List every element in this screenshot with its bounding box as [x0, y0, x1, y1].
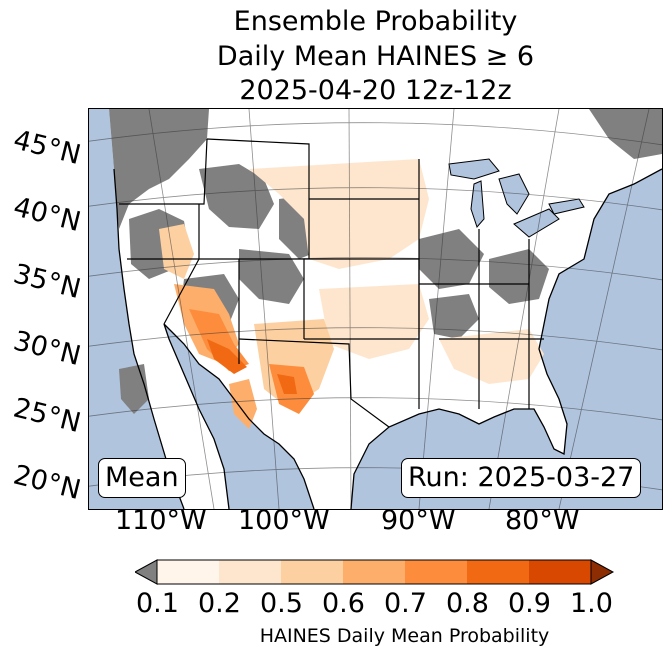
probability-regions	[159, 159, 544, 429]
colorbar-tick-0.9: 0.9	[508, 588, 551, 619]
colorbar-tick-0.7: 0.7	[384, 588, 427, 619]
great-lakes	[448, 158, 585, 238]
lat-label-30: 30°N	[10, 325, 84, 373]
colorbar-bin-6	[467, 560, 529, 584]
colorbar-over-arrow	[590, 559, 615, 585]
coastline	[113, 168, 662, 509]
colorbar-tick-0.1: 0.1	[136, 588, 179, 619]
lat-label-35: 35°N	[10, 258, 84, 306]
lat-label-40: 40°N	[10, 191, 84, 239]
title-line-3: 2025-04-20 12z-12z	[239, 75, 512, 106]
colorbar-tick-0.6: 0.6	[322, 588, 365, 619]
colorbar-tick-0.8: 0.8	[446, 588, 489, 619]
lat-label-20: 20°N	[10, 459, 84, 507]
graticule	[89, 109, 662, 509]
map-panel	[88, 108, 663, 510]
colorbar-outline	[156, 559, 592, 585]
colorbar	[135, 559, 615, 585]
title-line-1: Ensemble Probability	[233, 6, 518, 37]
colorbar-bin-5	[405, 560, 467, 584]
colorbar-under-arrow	[135, 559, 158, 585]
title-line-2: Daily Mean HAINES ≥ 6	[216, 41, 535, 72]
colorbar-bin-7	[529, 560, 591, 584]
colorbar-bin-4	[343, 560, 405, 584]
lon-label-80w: 80°W	[505, 505, 580, 536]
colorbar-tick-0.2: 0.2	[198, 588, 241, 619]
lon-label-110w: 110°W	[115, 505, 207, 536]
colorbar-bin-1	[157, 560, 219, 584]
colorbar-bin-3	[281, 560, 343, 584]
state-borders	[119, 138, 544, 428]
colorbar-bin-2	[219, 560, 281, 584]
run-date-box: Run: 2025-03-27	[401, 458, 642, 498]
lon-label-90w: 90°W	[381, 505, 456, 536]
lat-label-25: 25°N	[10, 392, 84, 440]
lat-label-45: 45°N	[10, 124, 84, 172]
colorbar-tick-0.5: 0.5	[260, 588, 303, 619]
colorbar-label: HAINES Daily Mean Probability	[259, 625, 550, 647]
conus-map	[89, 109, 662, 509]
colorbar-tick-1.0: 1.0	[570, 588, 613, 619]
mean-label-box: Mean	[98, 458, 186, 498]
lon-label-100w: 100°W	[238, 505, 330, 536]
